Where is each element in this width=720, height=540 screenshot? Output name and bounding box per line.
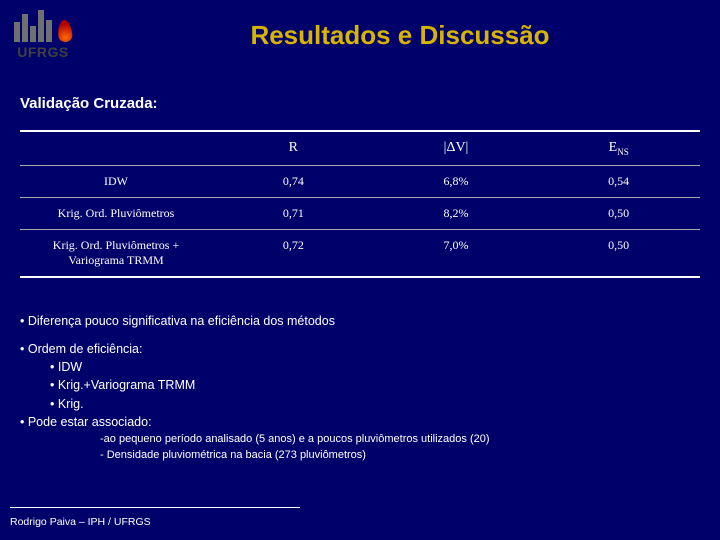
slide-container: UFRGS Resultados e Discussão Validação C… bbox=[0, 0, 720, 540]
footer-text: Rodrigo Paiva – IPH / UFRGS bbox=[10, 516, 151, 528]
cell-ens: 0,50 bbox=[537, 198, 700, 229]
footer-divider bbox=[10, 507, 300, 508]
cell-r: 0,71 bbox=[212, 198, 375, 229]
bullet-item: • Ordem de eficiência: bbox=[20, 340, 700, 358]
results-table: R |ΔV| ENS IDW 0,74 6,8% 0,54 Krig. Ord.… bbox=[20, 130, 700, 278]
table-row: Krig. Ord. Pluviômetros 0,71 8,2% 0,50 bbox=[20, 198, 700, 230]
section-subtitle: Validação Cruzada: bbox=[20, 95, 158, 112]
cell-method: Krig. Ord. Pluviômetros bbox=[20, 198, 212, 229]
table-row: IDW 0,74 6,8% 0,54 bbox=[20, 166, 700, 198]
cell-method: IDW bbox=[20, 166, 212, 197]
cell-ens: 0,50 bbox=[537, 230, 700, 276]
bullet-item: • Diferença pouco significativa na efici… bbox=[20, 312, 700, 330]
th-ens: ENS bbox=[537, 132, 700, 165]
cell-ens: 0,54 bbox=[537, 166, 700, 197]
bullet-subitem: • Krig.+Variograma TRMM bbox=[50, 376, 700, 394]
bullet-item: • Pode estar associado: bbox=[20, 413, 700, 431]
bullet-block: • Diferença pouco significativa na efici… bbox=[20, 312, 700, 464]
cell-dv: 8,2% bbox=[375, 198, 538, 229]
table-header-row: R |ΔV| ENS bbox=[20, 130, 700, 166]
cell-dv: 7,0% bbox=[375, 230, 538, 276]
cell-r: 0,74 bbox=[212, 166, 375, 197]
bullet-note: - Densidade pluviométrica na bacia (273 … bbox=[100, 447, 700, 464]
table-row: Krig. Ord. Pluviômetros + Variograma TRM… bbox=[20, 230, 700, 278]
cell-method: Krig. Ord. Pluviômetros + Variograma TRM… bbox=[20, 230, 212, 276]
page-title: Resultados e Discussão bbox=[0, 20, 720, 51]
cell-r: 0,72 bbox=[212, 230, 375, 276]
th-dv: |ΔV| bbox=[375, 132, 538, 165]
cell-dv: 6,8% bbox=[375, 166, 538, 197]
bullet-subitem: • Krig. bbox=[50, 395, 700, 413]
bullet-subitem: • IDW bbox=[50, 358, 700, 376]
th-r: R bbox=[212, 132, 375, 165]
th-empty bbox=[20, 132, 212, 165]
bullet-note: -ao pequeno período analisado (5 anos) e… bbox=[100, 431, 700, 448]
